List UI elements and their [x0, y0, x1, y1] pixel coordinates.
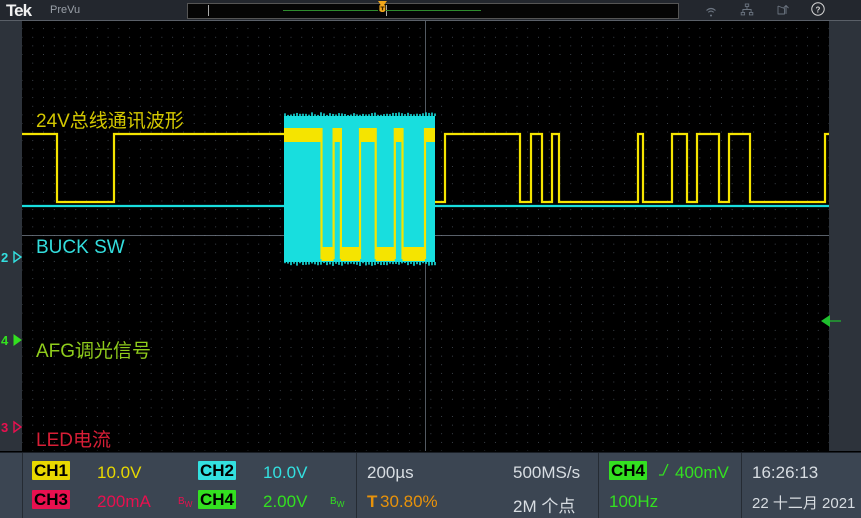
svg-text:2: 2: [1, 250, 8, 265]
svg-text:?: ?: [816, 6, 821, 15]
svg-text:3: 3: [1, 420, 8, 435]
svg-text:4: 4: [1, 333, 9, 348]
